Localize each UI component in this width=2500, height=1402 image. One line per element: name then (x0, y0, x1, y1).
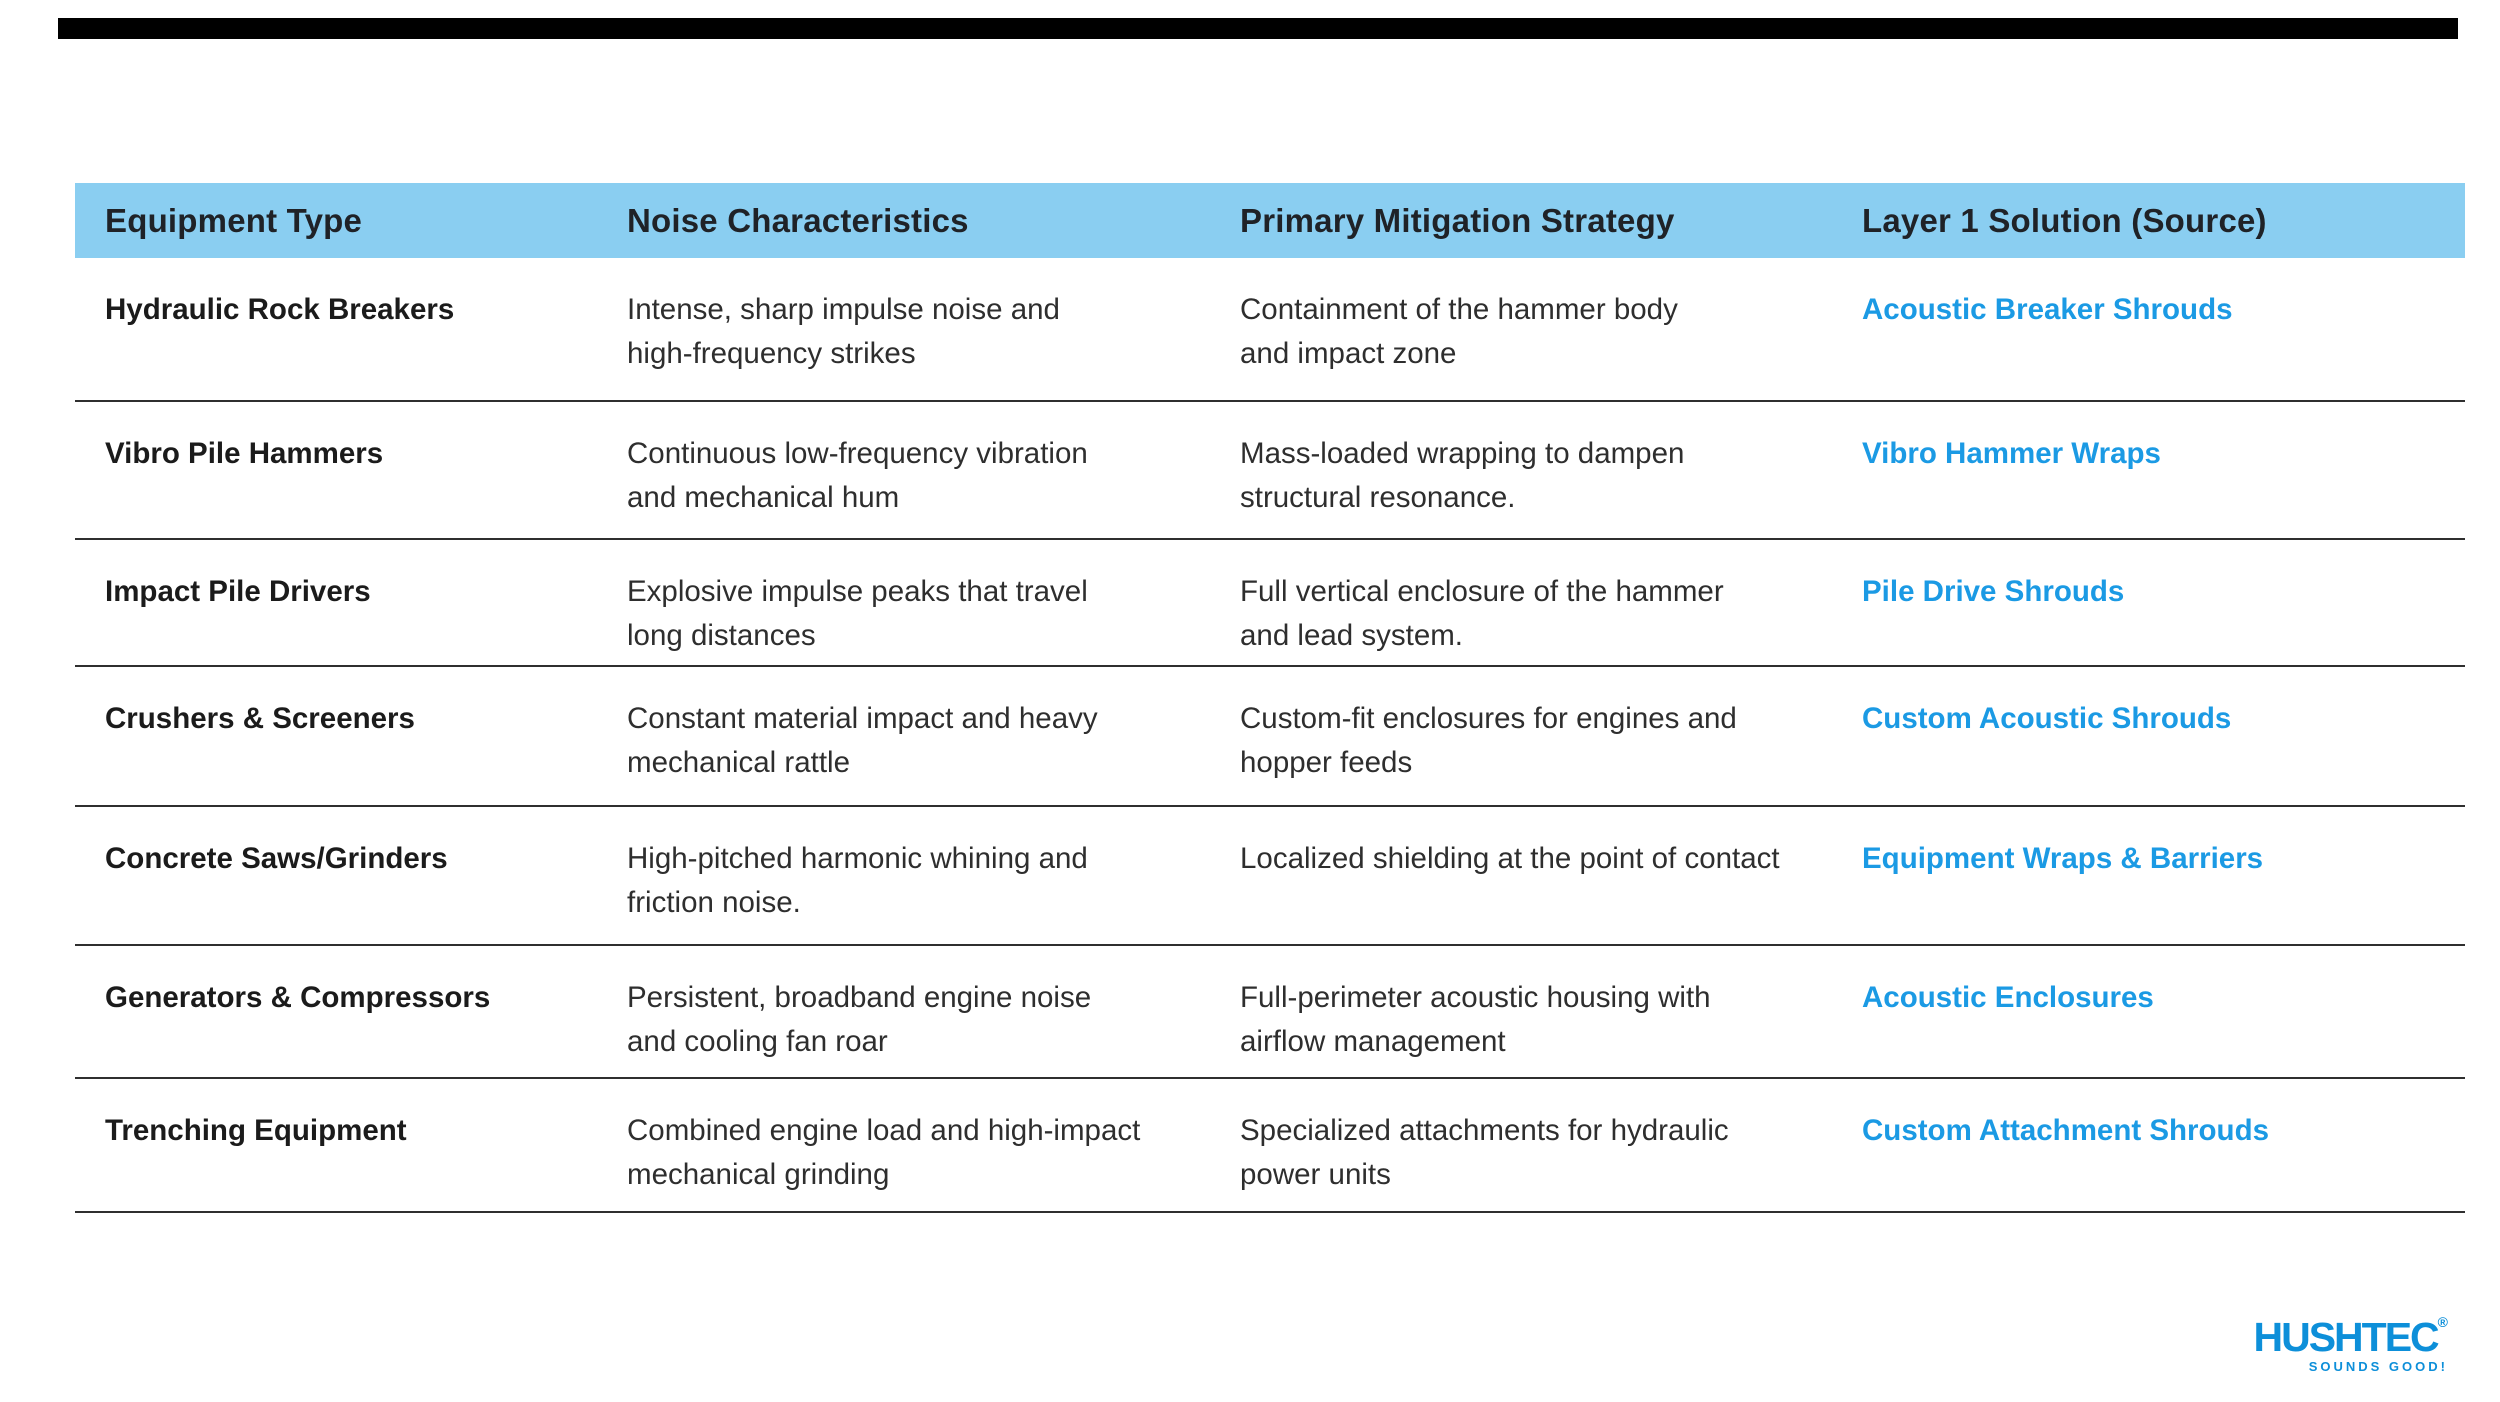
solution-link[interactable]: Custom Attachment Shrouds (1862, 1114, 2270, 1147)
cell-noise-characteristics: High-pitched harmonic whining and fricti… (627, 842, 1088, 919)
cell-mitigation-strategy: Custom-fit enclosures for engines and ho… (1240, 702, 1737, 779)
table-row: Impact Pile Drivers Explosive impulse pe… (75, 540, 2465, 667)
table-row: Trenching Equipment Combined engine load… (75, 1079, 2465, 1213)
hushtec-logo-tagline: SOUNDS GOOD! (2308, 1359, 2448, 1374)
column-header-layer1-solution: Layer 1 Solution (Source) (1862, 201, 2267, 239)
table-row: Generators & Compressors Persistent, bro… (75, 946, 2465, 1079)
cell-noise-characteristics: Constant material impact and heavy mecha… (627, 702, 1098, 779)
cell-noise-characteristics: Intense, sharp impulse noise and high-fr… (627, 293, 1060, 370)
cell-equipment-type: Hydraulic Rock Breakers (105, 293, 455, 326)
cell-noise-characteristics: Continuous low-frequency vibration and m… (627, 437, 1088, 514)
solution-link[interactable]: Equipment Wraps & Barriers (1862, 842, 2264, 875)
top-divider-rule (58, 18, 2458, 39)
solution-link[interactable]: Pile Drive Shrouds (1862, 575, 2125, 608)
hushtec-logo-wordmark: HUSHTEC (2253, 1314, 2439, 1360)
cell-mitigation-strategy: Full-perimeter acoustic housing with air… (1240, 981, 1711, 1058)
column-header-equipment-type: Equipment Type (105, 201, 363, 239)
cell-equipment-type: Trenching Equipment (105, 1114, 407, 1147)
table-row: Vibro Pile Hammers Continuous low-freque… (75, 402, 2465, 540)
registered-trademark-icon: ® (2437, 1314, 2448, 1330)
cell-noise-characteristics: Persistent, broadband engine noise and c… (627, 981, 1092, 1058)
hushtec-logo: HUSHTEC® SOUNDS GOOD! (2253, 1314, 2448, 1374)
column-header-noise-characteristics: Noise Characteristics (627, 201, 969, 239)
solution-link[interactable]: Custom Acoustic Shrouds (1862, 702, 2232, 735)
table-row: Concrete Saws/Grinders High-pitched harm… (75, 807, 2465, 946)
solution-link[interactable]: Acoustic Breaker Shrouds (1862, 293, 2233, 326)
cell-mitigation-strategy: Full vertical enclosure of the hammer an… (1240, 575, 1724, 652)
cell-equipment-type: Concrete Saws/Grinders (105, 842, 448, 875)
cell-equipment-type: Generators & Compressors (105, 981, 491, 1014)
cell-equipment-type: Vibro Pile Hammers (105, 437, 384, 470)
cell-noise-characteristics: Combined engine load and high-impact mec… (627, 1114, 1141, 1191)
cell-equipment-type: Crushers & Screeners (105, 702, 415, 735)
table-row: Crushers & Screeners Constant material i… (75, 667, 2465, 807)
cell-mitigation-strategy: Mass-loaded wrapping to dampen structura… (1240, 437, 1685, 514)
table-header-row: Equipment Type Noise Characteristics Pri… (75, 183, 2465, 258)
equipment-mitigation-table: Equipment Type Noise Characteristics Pri… (75, 183, 2465, 1213)
column-header-primary-mitigation-strategy: Primary Mitigation Strategy (1240, 201, 1675, 239)
solution-link[interactable]: Vibro Hammer Wraps (1862, 437, 2161, 470)
cell-noise-characteristics: Explosive impulse peaks that travel long… (627, 575, 1088, 652)
cell-equipment-type: Impact Pile Drivers (105, 575, 371, 608)
cell-mitigation-strategy: Containment of the hammer body and impac… (1240, 293, 1678, 370)
cell-mitigation-strategy: Specialized attachments for hydraulic po… (1240, 1114, 1729, 1191)
table-row: Hydraulic Rock Breakers Intense, sharp i… (75, 258, 2465, 402)
cell-mitigation-strategy: Localized shielding at the point of cont… (1240, 842, 1780, 875)
solution-link[interactable]: Acoustic Enclosures (1862, 981, 2154, 1014)
